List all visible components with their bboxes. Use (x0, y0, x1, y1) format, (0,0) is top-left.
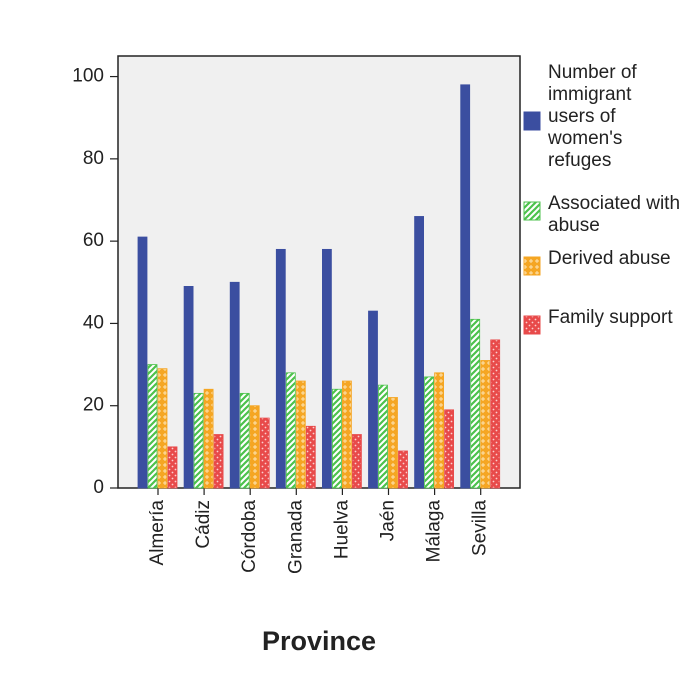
bar (157, 368, 168, 489)
bar (203, 388, 214, 489)
legend-swatch (523, 315, 541, 335)
plot-area (117, 55, 521, 489)
bar (275, 248, 286, 489)
bar (424, 376, 435, 489)
y-tick-label: 0 (93, 477, 104, 498)
bar (167, 446, 178, 489)
legend-swatch (523, 201, 541, 221)
bar (321, 248, 332, 489)
x-tick-label: Granada (285, 500, 306, 574)
y-tick-label: 100 (72, 66, 104, 87)
bar (249, 405, 260, 489)
bar (470, 318, 481, 489)
x-tick-label: Jaén (378, 500, 399, 541)
bar (460, 84, 471, 489)
x-axis-title: Province (262, 626, 376, 656)
legend-label: Family support (548, 307, 673, 328)
bar (368, 310, 378, 489)
bar (331, 388, 342, 489)
y-tick-label: 20 (83, 395, 104, 416)
legend-label: Number of immigrant users of women's ref… (548, 62, 637, 171)
bar (378, 384, 388, 489)
bar (444, 409, 455, 489)
x-tick-label: Málaga (424, 500, 445, 563)
x-tick-label: Cádiz (193, 500, 214, 549)
bar (414, 216, 425, 489)
x-tick-label: Sevilla (470, 500, 491, 556)
bar (480, 360, 491, 489)
y-tick-label: 60 (83, 230, 104, 251)
x-tick-label: Almería (147, 500, 168, 566)
legend-swatch (523, 111, 541, 131)
bar (351, 434, 362, 489)
bar (147, 364, 158, 489)
bar (434, 372, 445, 489)
x-tick-label: Huelva (331, 500, 352, 560)
y-tick-label: 40 (83, 312, 104, 333)
legend-label: Associated with abuse (548, 193, 681, 236)
bar (213, 434, 224, 489)
bar (259, 417, 270, 489)
legend-label: Derived abuse (548, 248, 671, 269)
bar (183, 285, 194, 489)
bar (239, 392, 250, 489)
y-tick-label: 80 (83, 148, 104, 169)
x-tick-label: Córdoba (239, 500, 260, 573)
bar (341, 380, 352, 489)
bar (490, 339, 501, 489)
bar (305, 425, 316, 489)
bar (388, 397, 398, 489)
bar (229, 281, 240, 489)
bar (295, 380, 306, 489)
bar (285, 372, 296, 489)
bar (398, 450, 408, 489)
legend-swatch (523, 256, 541, 276)
bar (193, 392, 204, 489)
bar (137, 236, 148, 489)
